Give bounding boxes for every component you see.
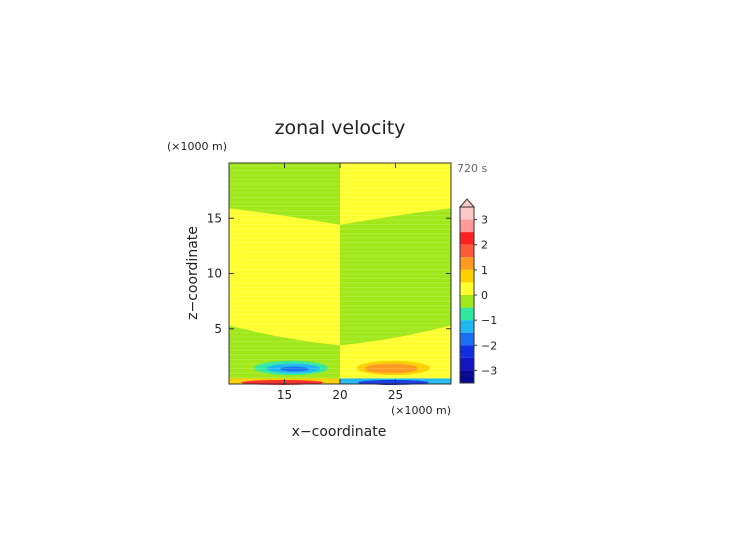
time-label: 720 s (457, 162, 487, 175)
colorbar-arrow (458, 198, 476, 208)
colorbar-tick-label: −1 (481, 314, 497, 327)
colorbar-tick-label: −3 (481, 364, 497, 377)
colorbar-swatch (460, 207, 474, 220)
x-axis-label: x−coordinate (292, 424, 387, 440)
colorbar-swatch (460, 295, 474, 308)
colorbar-swatch (460, 232, 474, 245)
colorbar-swatch (460, 345, 474, 358)
y-tick-label: 5 (214, 322, 222, 336)
x-tick-label: 25 (388, 388, 403, 402)
colorbar: 3 2 1 0 −1 −2 −3 (458, 198, 497, 384)
plot-field (228, 162, 452, 385)
x-ticks: 15 20 25 (277, 163, 403, 402)
colorbar-swatch (460, 370, 474, 383)
field-right-green-band (340, 208, 451, 346)
colorbar-tick-label: −2 (481, 339, 497, 352)
jet-left-center (280, 366, 309, 372)
chart-title: zonal velocity (275, 117, 406, 139)
y-tick-label: 10 (207, 267, 222, 281)
colorbar-tick-label: 3 (481, 214, 488, 227)
colorbar-swatch (460, 332, 474, 346)
colorbar-tick-label: 1 (481, 264, 488, 277)
y-ticks: 5 10 15 (207, 211, 451, 336)
x-tick-label: 15 (277, 388, 292, 402)
y-axis-label: z−coordinate (185, 226, 201, 320)
y-tick-label: 15 (207, 211, 222, 225)
x-tick-label: 20 (332, 388, 347, 402)
colorbar-swatch (460, 219, 474, 233)
colorbar-swatch (460, 320, 474, 333)
colorbar-swatch (460, 357, 474, 371)
field-left-yellow-band (229, 208, 340, 346)
colorbar-tick-label: 0 (481, 289, 488, 302)
x-unit-label: (×1000 m) (391, 404, 451, 417)
jet-right-core (364, 363, 418, 374)
colorbar-swatch (460, 307, 474, 321)
colorbar-swatch (460, 257, 474, 270)
y-unit-label: (×1000 m) (167, 140, 227, 153)
colorbar-swatch (460, 244, 474, 258)
colorbar-swatch (460, 269, 474, 283)
colorbar-tick-label: 2 (481, 239, 488, 252)
colorbar-swatch (460, 282, 474, 295)
